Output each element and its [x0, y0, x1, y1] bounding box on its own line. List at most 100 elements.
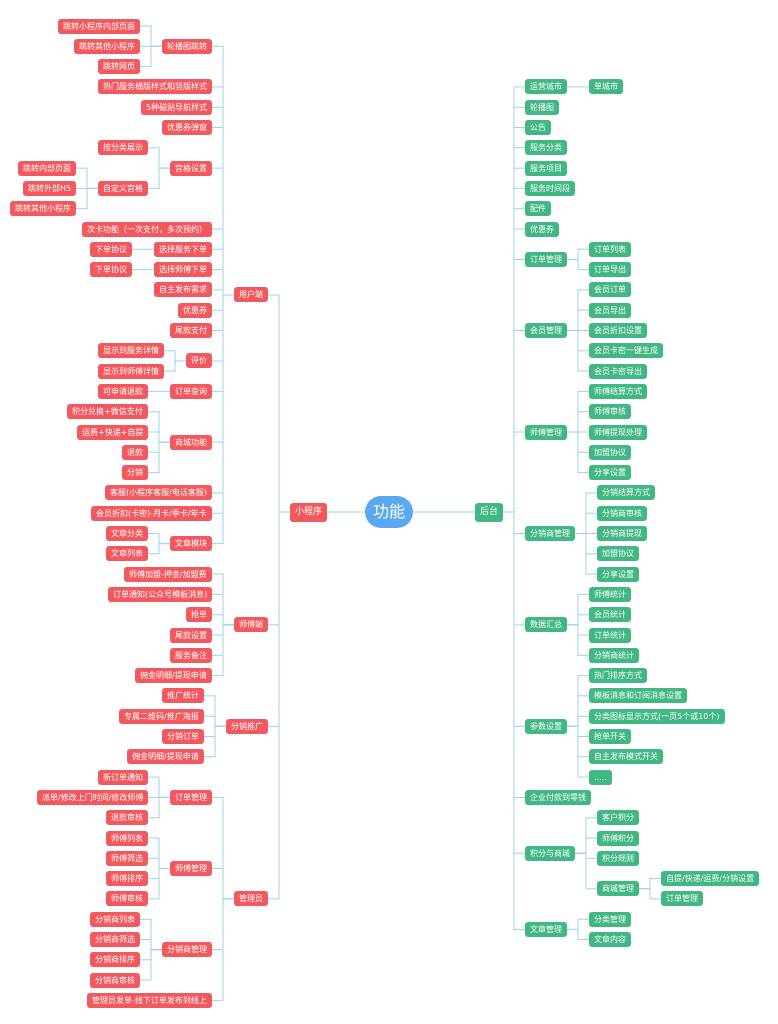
left-branch-node: 用户端	[234, 287, 268, 303]
left-branch-node: 次卡功能（一次支付，多次预约）	[82, 221, 212, 237]
connector-line	[164, 350, 186, 362]
right-branch-node: 数据汇总	[525, 617, 567, 633]
connector-line	[148, 867, 170, 900]
left-branch-node: 分销商管理	[162, 942, 212, 958]
left-branch-node: 分销商审核	[90, 972, 140, 988]
left-branch-node: 订单管理	[170, 789, 212, 805]
left-branch-node: 热门服务横版样式和竖版样式	[98, 79, 212, 95]
right-branch-node: 自提/快递/运费/分销设置	[661, 871, 760, 887]
left-branch-node: 下单协议	[90, 241, 132, 257]
connector-line	[639, 878, 661, 890]
right-branch-node: 热门排序方式	[589, 668, 647, 684]
connector-line	[148, 796, 170, 819]
left-branch-node: 跳转其他小程序	[10, 201, 76, 217]
connector-line	[212, 614, 234, 626]
right-branch-node: 客户积分	[597, 810, 639, 826]
right-branch-node: 文章内容	[589, 932, 631, 947]
left-branch-node: 订单通知(公众号模板消息)	[108, 586, 213, 602]
right-branch-node: 分享设置	[597, 566, 639, 582]
left-branch-node: 佣金明细/提现申请	[127, 749, 204, 765]
left-branch-node: 优惠券弹窗	[162, 120, 212, 135]
right-branch-node: 轮播图	[525, 99, 559, 115]
left-branch-node: 优惠券	[178, 302, 212, 318]
left-branch-node: 跳转外部H5	[23, 180, 77, 196]
branch-miniprogram: 小程序	[290, 502, 328, 522]
left-branch-node: 运费+快递+自提	[77, 424, 149, 440]
left-branch-node: 跳转其他小程序	[74, 38, 140, 54]
connector-line	[567, 918, 589, 930]
left-branch-node: 积分兑换+微信支付	[67, 404, 148, 420]
connector-line	[76, 167, 98, 189]
connector-line	[204, 715, 226, 727]
connector-line	[567, 411, 589, 433]
connector-line	[575, 533, 597, 575]
branch-admin: 后台	[475, 502, 504, 522]
connector-line	[76, 187, 98, 210]
right-branch-node: 师傅审核	[589, 404, 631, 420]
right-branch-node: .....	[589, 769, 612, 785]
connector-line	[567, 258, 589, 271]
connector-line	[148, 431, 170, 443]
left-branch-node: 服务备注	[170, 647, 212, 663]
connector-line	[140, 25, 162, 47]
right-branch-node: 企业付款到零钱	[525, 789, 591, 805]
right-branch-node: 师傅积分	[597, 830, 639, 846]
right-branch-node: 抢单开关	[589, 729, 631, 744]
left-branch-node: 可申请退款	[98, 383, 148, 399]
left-branch-node: 师傅管理	[170, 860, 212, 876]
connector-line	[148, 167, 170, 189]
left-branch-node: 客服(小程序客服/电话客服)	[105, 485, 212, 501]
right-branch-node: 会员订单	[589, 282, 631, 298]
left-branch-node: 师傅排序	[106, 871, 148, 887]
left-branch-node: 管理员发单-线下订单发布到线上	[87, 992, 212, 1008]
connector-line	[204, 725, 226, 758]
right-branch-node: 分类图标显示方式(一页5个或10个)	[589, 708, 725, 724]
right-branch-node: 会员卡密导出	[589, 363, 647, 379]
connector-line	[567, 309, 589, 331]
left-branch-node: 评价	[186, 353, 212, 369]
left-branch-node: 分销商排序	[90, 952, 140, 968]
right-branch-node: 服务项目	[525, 160, 567, 176]
connector-line	[268, 511, 290, 900]
left-branch-node: 抢单	[186, 607, 212, 623]
right-branch-node: 服务时间段	[525, 180, 575, 196]
left-branch-node: 推广统计	[162, 688, 204, 704]
connector-line	[567, 248, 589, 260]
left-branch-node: 商城功能	[170, 434, 212, 450]
left-branch-node: 自定义宫格	[98, 180, 148, 196]
right-branch-node: 订单列表	[589, 241, 631, 257]
right-branch-node: 师傅结算方式	[589, 383, 647, 399]
connector-line	[575, 852, 597, 890]
right-branch-node: 积分与商城	[525, 845, 575, 861]
right-branch-node: 商城管理	[597, 881, 639, 897]
connector-line	[140, 45, 162, 68]
right-branch-node: 模板消息和订阅消息设置	[589, 688, 687, 704]
left-branch-node: 跳转内部页面	[18, 160, 76, 176]
right-branch-node: 文章管理	[525, 921, 567, 937]
connector-line	[148, 543, 170, 555]
left-branch-node: 轮播图跳转	[162, 38, 212, 54]
right-branch-node: 订单统计	[589, 627, 631, 643]
connector-line	[567, 330, 589, 372]
right-branch-node: 加盟协议	[589, 444, 631, 460]
connector-line	[148, 857, 170, 869]
right-branch-node: 配件	[525, 201, 551, 217]
connector-line	[503, 511, 525, 930]
left-branch-node: 5种磁贴导航样式	[141, 99, 213, 115]
left-branch-node: 专属二维码/推广海报	[119, 708, 204, 724]
left-branch-node: 跳转小程序内部页面	[58, 18, 140, 34]
left-branch-node: 尾款设置	[170, 627, 212, 643]
connector-line	[148, 147, 170, 169]
left-branch-node: 选择服务下单	[154, 241, 212, 257]
right-branch-node: 积分规则	[597, 850, 639, 866]
left-branch-node: 师傅筛选	[106, 850, 148, 866]
connector-line	[164, 360, 186, 372]
left-branch-node: 自主发布需求	[154, 282, 212, 298]
left-branch-node: 显示到师傅详情	[98, 363, 164, 379]
left-branch-node: 跳转网页	[98, 59, 140, 75]
left-branch-node: 师傅端	[234, 617, 268, 633]
connector-line	[567, 715, 589, 727]
connector-line	[212, 624, 234, 677]
left-branch-node: 师傅列表	[106, 830, 148, 846]
left-branch-node: 分销订单	[162, 729, 204, 744]
